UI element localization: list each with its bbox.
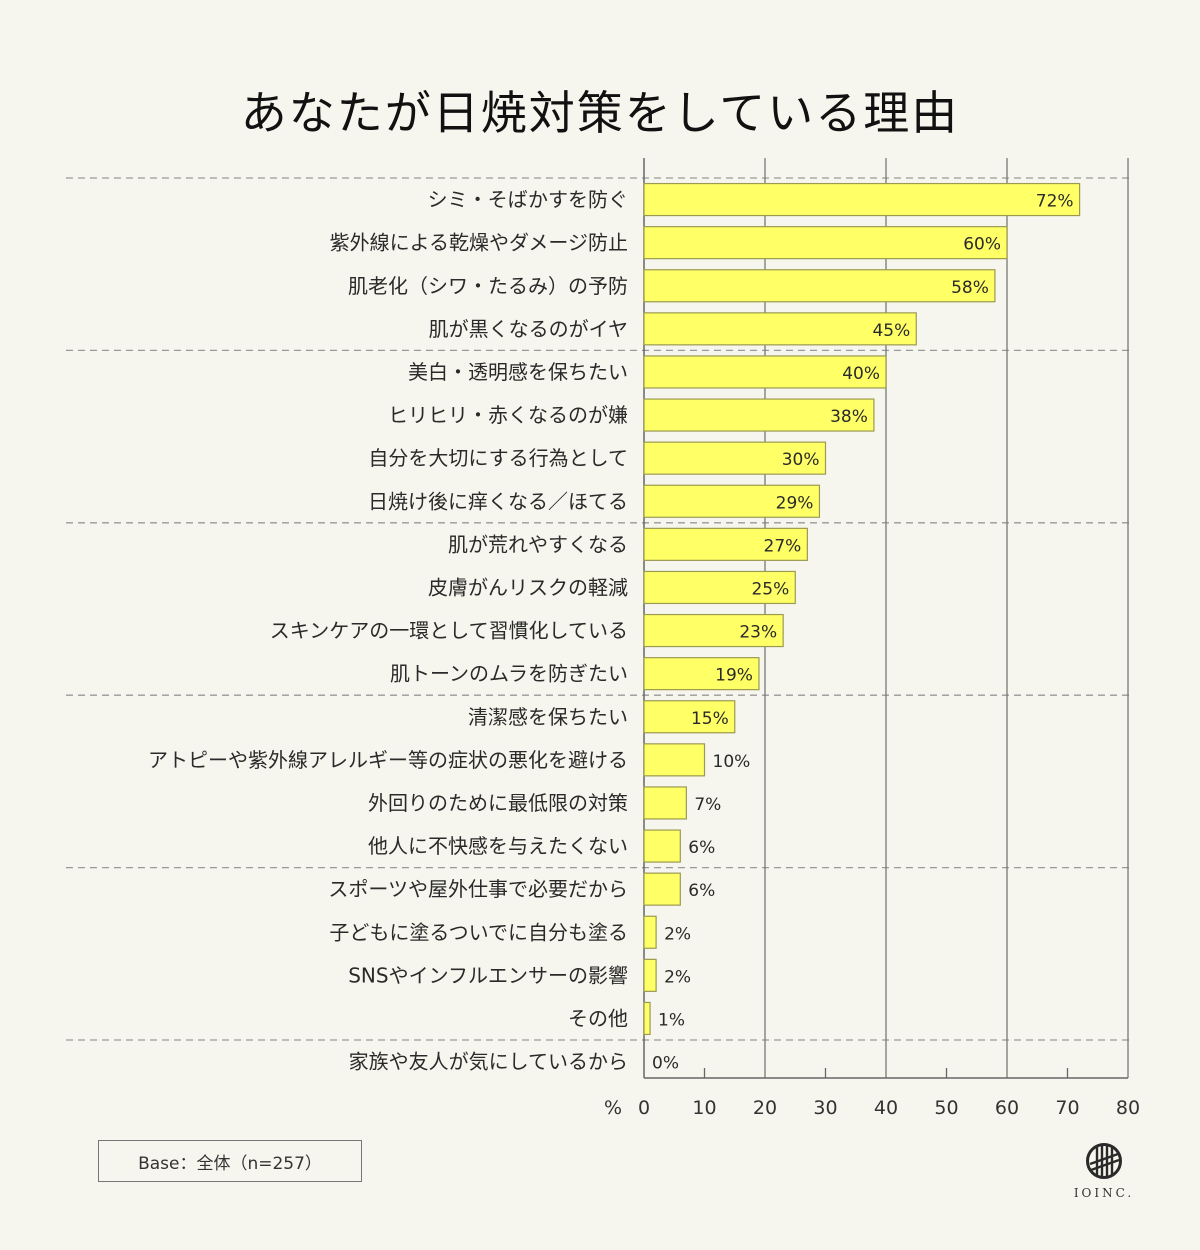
category-label: 家族や友人が気にしているから [349,1050,628,1074]
bar [643,441,827,475]
value-label: 23% [739,623,777,643]
category-labels: シミ・そばかすを防ぐ紫外線による乾燥やダメージ防止肌老化（シワ・たるみ）の予防肌… [148,188,628,1074]
value-label: 40% [842,364,880,384]
bar [643,829,681,863]
value-label: 2% [664,924,691,944]
category-label: 清潔感を保ちたい [468,705,628,729]
value-label: 38% [830,407,868,427]
bar [643,657,760,691]
base-note: Base：全体（n=257） [98,1140,362,1182]
base-label: Base：全体（n=257） [138,1153,322,1174]
category-label: スポーツや屋外仕事で必要だから [328,877,628,901]
value-label: 15% [691,709,729,729]
value-label: 6% [688,881,715,901]
x-tick-label: 0 [638,1097,650,1119]
bar [643,613,784,648]
bar [643,226,1008,260]
value-label: 45% [872,321,910,341]
x-tick-label: 20 [753,1097,777,1119]
value-labels: 72% 60% 58% 45% 40% 38% 30% 29% 27% 25% 23% 19% 15% 1… [652,192,1074,1074]
value-label: 7% [694,795,721,815]
value-label: 19% [715,666,753,686]
bar [643,527,808,561]
bar [643,700,736,734]
category-label: 皮膚がんリスクの軽減 [428,575,628,599]
x-tick-label: 30 [813,1097,837,1119]
bar [643,958,657,992]
category-label: 外回りのために最低限の対策 [368,791,628,815]
value-label: 27% [764,536,802,556]
value-label: 58% [951,278,989,298]
category-label: 自分を大切にする行為として [368,446,628,470]
bar [643,182,1081,217]
category-label: 他人に不快感を与えたくない [368,834,628,858]
bar [643,915,657,949]
category-label: スキンケアの一環として習慣化している [270,619,628,643]
bar [643,312,917,346]
category-label: シミ・そばかすを防ぐ [428,188,628,212]
bar [643,743,706,777]
category-label: 紫外線による乾燥やダメージ防止 [330,231,628,255]
value-label: 1% [658,1010,685,1030]
bar [643,269,996,303]
company-logo: IOINC. [1073,1142,1135,1200]
bar [643,355,887,389]
category-label: 肌が荒れやすくなる [448,532,628,556]
category-label: 肌が黒くなるのがイヤ [429,317,628,341]
x-tick-label: 60 [995,1097,1019,1119]
category-label: 美白・透明感を保ちたい [408,360,628,384]
category-label: 肌老化（シワ・たるみ）の予防 [348,274,628,298]
logo-text: IOINC. [1073,1186,1135,1200]
x-axis-unit-label: % [604,1097,622,1119]
x-tick-label: 40 [874,1097,898,1119]
value-label: 10% [713,752,751,772]
bar [643,484,821,518]
value-label: 29% [776,493,814,513]
category-label: SNSやインフルエンサーの影響 [348,963,628,987]
bar [643,570,796,605]
value-label: 0% [652,1054,679,1074]
logo-mark-icon [1086,1143,1122,1179]
bar [643,872,681,906]
category-label: 日焼け後に痒くなる／ほてる [368,489,628,513]
value-label: 25% [751,579,789,599]
x-axis: 0 10 20 30 40 50 60 70 80% [604,1068,1140,1119]
value-label: 6% [688,838,715,858]
bar [643,1001,651,1036]
value-label: 30% [782,450,820,470]
value-label: 72% [1036,192,1074,212]
bar [643,786,687,820]
x-tick-label: 50 [934,1097,958,1119]
category-label: 肌トーンのムラを防ぎたい [390,662,628,686]
chart-title: あなたが日焼対策をしている理由 [240,86,960,140]
x-tick-label: 70 [1055,1097,1079,1119]
category-label: その他 [568,1006,628,1030]
value-label: 2% [664,967,691,987]
x-tick-label: 80 [1116,1097,1140,1119]
value-label: 60% [963,235,1001,255]
x-tick-label: 10 [692,1097,716,1119]
category-label: 子どもに塗るついでに自分も塗る [329,920,628,944]
group-separators [66,177,1133,1041]
category-label: アトピーや紫外線アレルギー等の症状の悪化を避ける [148,748,628,772]
category-label: ヒリヒリ・赤くなるのが嫌 [388,403,628,427]
bars [643,182,1081,1036]
bar [643,398,875,432]
